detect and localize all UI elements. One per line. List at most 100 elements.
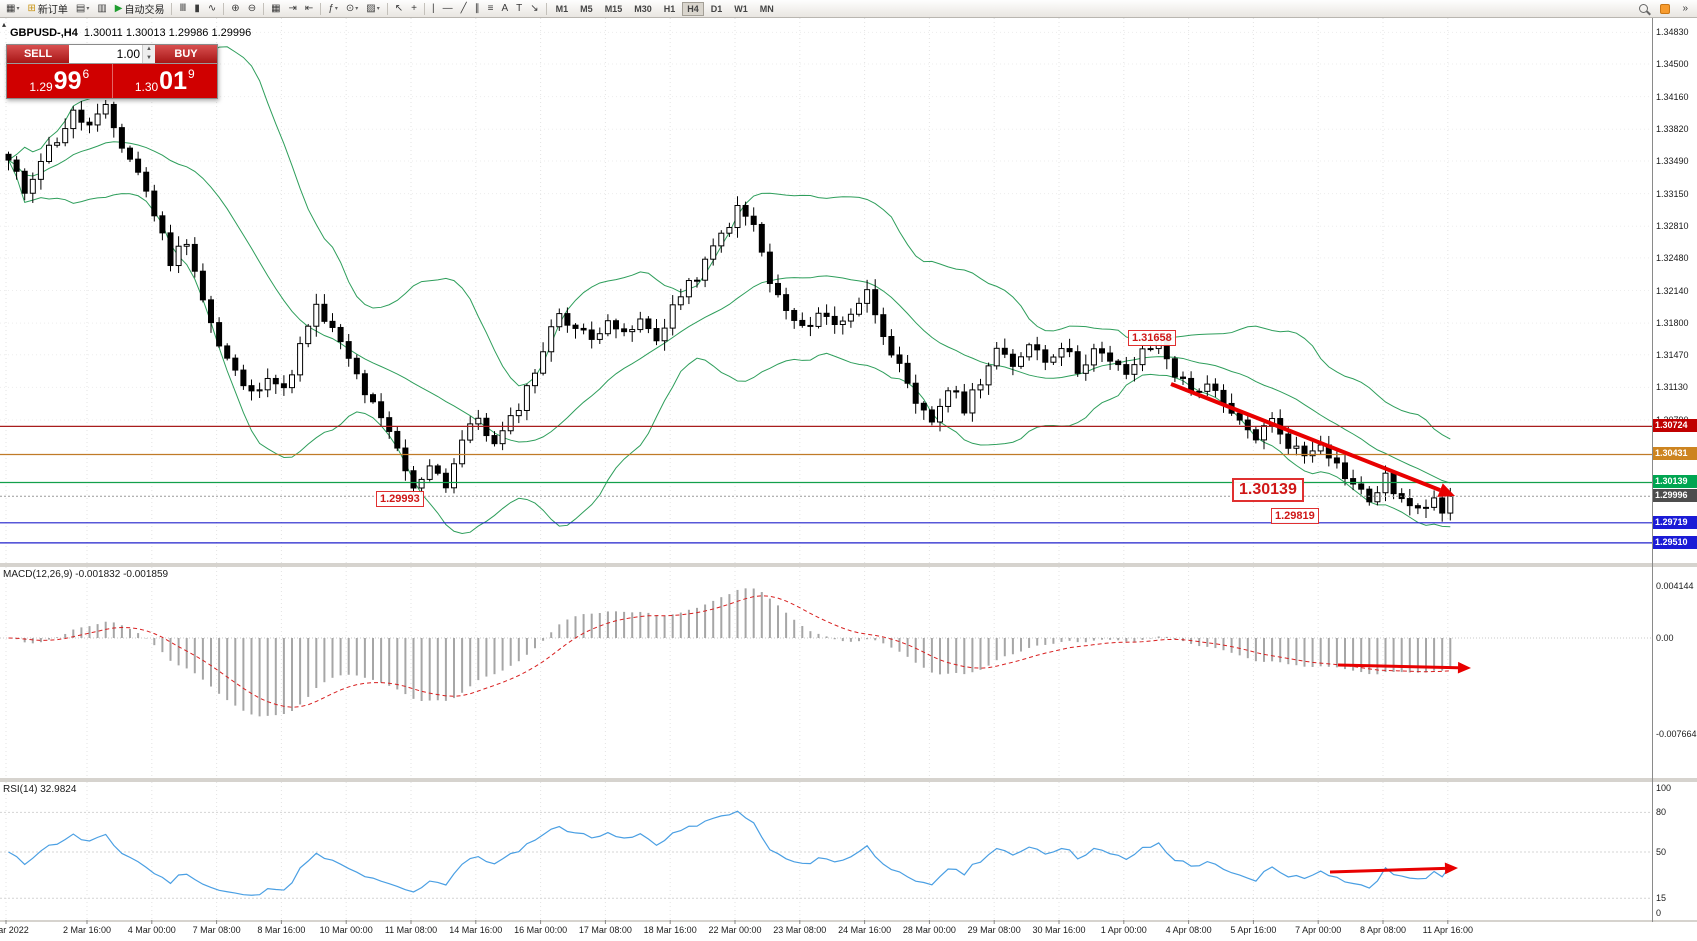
new-chart-dropdown-icon: ▾	[16, 6, 20, 12]
time-label: 5 Apr 16:00	[1230, 925, 1277, 935]
axis-label: 1.33150	[1656, 188, 1689, 199]
trendline-tool[interactable]: ╱	[457, 1, 471, 17]
periods[interactable]: ⊙ ▾	[342, 1, 362, 17]
vertical-line-tool[interactable]: |	[428, 1, 439, 17]
text-tool-icon: A	[501, 2, 509, 14]
volume-up-icon[interactable]: ▲	[143, 45, 155, 54]
chart-shift[interactable]: ⇤	[301, 1, 317, 17]
timeframe-m15[interactable]: M15	[604, 3, 623, 14]
arrows-tool[interactable]: ↘	[526, 1, 542, 17]
charts-profile[interactable]: ▤ ▾	[72, 1, 93, 17]
axis-label: 1.32140	[1656, 285, 1689, 296]
price-tag-1.29719: 1.29719	[1653, 515, 1697, 529]
rsi-indicator	[0, 810, 1652, 899]
axis-label: 80	[1656, 807, 1667, 818]
rsi-trend-arrow[interactable]	[1329, 862, 1458, 875]
buy-price-panel[interactable]: 1.30 01 9	[112, 64, 217, 98]
axis-label: 1.32810	[1656, 221, 1689, 232]
timeframe-h1[interactable]: H1	[663, 3, 676, 14]
time-label: 4 Apr 08:00	[1165, 925, 1212, 935]
timeframe-m1[interactable]: M1	[555, 3, 569, 14]
volume-input[interactable]	[69, 45, 142, 63]
time-label: 2 Mar 16:00	[62, 925, 112, 935]
time-label: 28 Mar 00:00	[902, 925, 956, 935]
buy-price-prefix: 1.30	[134, 80, 159, 94]
cursor[interactable]: ↖	[391, 1, 407, 17]
market-watch[interactable]: ▥	[93, 1, 110, 17]
new-order[interactable]: ⊞ 新订单	[23, 1, 71, 17]
axis-label: 50	[1656, 847, 1667, 857]
templates-icon: ▨	[366, 2, 376, 14]
rsi-line	[8, 810, 1451, 896]
arrows-tool-icon: ↘	[530, 2, 539, 14]
text-tool[interactable]: A	[497, 1, 512, 17]
price-label-129819[interactable]: 1.29819	[1271, 508, 1319, 524]
autotrading[interactable]: ▶ 自动交易	[111, 1, 169, 17]
trendline-tool-icon: ╱	[460, 2, 467, 14]
new-chart[interactable]: ▦ ▾	[2, 1, 23, 17]
collapse-one-click-icon[interactable]: ▴	[2, 20, 7, 29]
channel-tool[interactable]: ∥	[471, 1, 484, 17]
price-label-129993[interactable]: 1.29993	[376, 491, 424, 507]
zoom-in[interactable]: ⊕	[227, 1, 243, 17]
zoom-in-icon: ⊕	[231, 2, 240, 14]
buy-button[interactable]: BUY	[155, 45, 217, 63]
sell-button[interactable]: SELL	[7, 45, 69, 63]
macd-histogram	[0, 588, 1652, 717]
trade-controls-row: SELL ▲ ▼ BUY	[7, 45, 217, 64]
price-trend-arrow[interactable]	[1170, 382, 1455, 497]
crosshair[interactable]: +	[407, 1, 421, 17]
fibonacci-tool[interactable]: ≡	[484, 1, 498, 17]
time-label: 23 Mar 08:00	[773, 925, 827, 935]
timeframe-mn[interactable]: MN	[759, 3, 774, 14]
toolbar-separator	[263, 2, 265, 15]
timeframe-m5[interactable]: M5	[580, 3, 593, 14]
axis-label: 1.34160	[1656, 91, 1689, 102]
trade-prices-row: 1.29 99 6 1.30 01 9	[7, 64, 217, 98]
time-label: 8 Apr 08:00	[1359, 925, 1407, 935]
price-tag-1.29510: 1.29510	[1653, 535, 1697, 549]
label-tool[interactable]: T	[512, 1, 526, 17]
auto-scroll[interactable]: ⇥	[285, 1, 301, 17]
new-order-label: 新订单	[37, 5, 68, 16]
cursor-icon: ↖	[394, 2, 404, 14]
sell-price-sup: 6	[82, 67, 90, 81]
bars-mode[interactable]: Ⅲ	[175, 1, 190, 17]
price-label-130139[interactable]: 1.30139	[1232, 478, 1304, 502]
timeframe-m30[interactable]: M30	[634, 3, 652, 14]
macd-trend-arrow[interactable]	[1337, 661, 1471, 674]
indicators-dropdown-icon: ▾	[334, 6, 338, 12]
candles-mode[interactable]: ▮	[190, 1, 204, 17]
new-order-icon: ⊞	[27, 2, 36, 14]
line-mode[interactable]: ∿	[204, 1, 220, 17]
toolbar-overflow[interactable]: »	[1678, 1, 1692, 17]
volume-down-icon[interactable]: ▼	[143, 54, 155, 63]
axis-label: 1.33820	[1656, 124, 1689, 135]
timeframe-d1[interactable]: D1	[710, 3, 723, 14]
zoom-out[interactable]: ⊖	[244, 1, 260, 17]
axis-label: 1.34500	[1656, 59, 1689, 70]
templates[interactable]: ▨ ▾	[362, 1, 383, 17]
time-label: 7 Mar 08:00	[192, 925, 241, 935]
sell-price-prefix: 1.29	[29, 80, 53, 94]
axis-label: 1.34830	[1656, 27, 1689, 38]
price-label-131658[interactable]: 1.31658	[1128, 330, 1176, 346]
search[interactable]	[1635, 1, 1652, 17]
tile-windows[interactable]: ▦	[267, 1, 284, 17]
time-label: 7 Apr 00:00	[1295, 925, 1342, 935]
market-watch-icon: ▥	[97, 2, 107, 14]
timeframe-w1[interactable]: W1	[734, 3, 748, 14]
timeframe-h4[interactable]: H4	[682, 1, 704, 16]
time-label: 24 Mar 16:00	[838, 925, 892, 935]
line-mode-icon: ∿	[207, 2, 217, 14]
notifications[interactable]	[1656, 1, 1674, 17]
sell-price-big: 99	[53, 67, 82, 95]
indicators[interactable]: ƒ ▾	[324, 1, 342, 17]
sell-price-panel[interactable]: 1.29 99 6	[7, 64, 113, 98]
horizontal-line-tool[interactable]: —	[439, 1, 457, 17]
